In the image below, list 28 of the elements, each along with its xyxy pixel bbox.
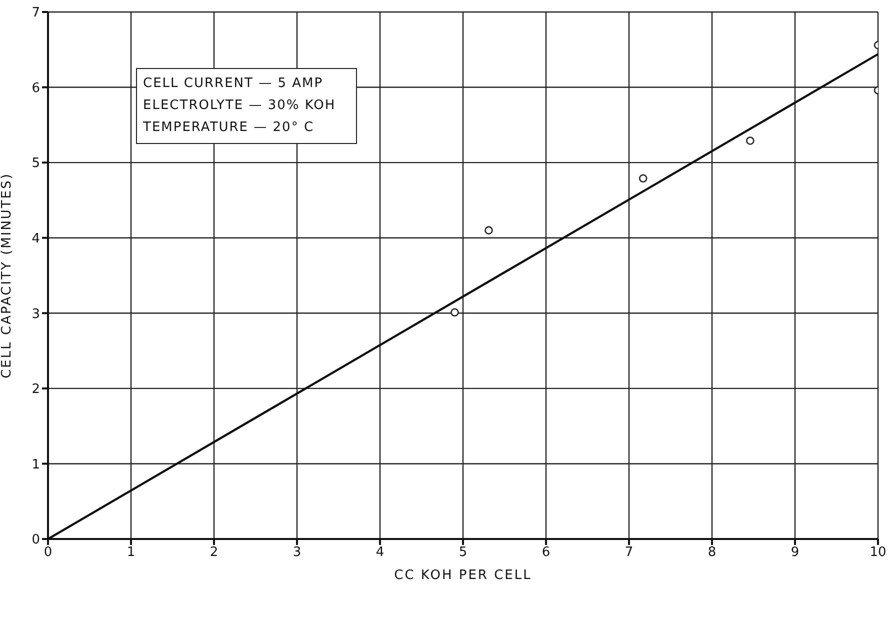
x-tick-label: 9 <box>790 545 800 560</box>
y-tick-label: 7 <box>32 6 40 21</box>
point <box>484 226 493 234</box>
x-tick-label: 0 <box>44 545 52 560</box>
x-tick-label: 3 <box>292 545 302 560</box>
x-tick-label: 8 <box>708 545 716 560</box>
y-tick-label: 0 <box>32 532 40 548</box>
x-tick-label: 10 <box>870 545 886 560</box>
x-tick-label: 6 <box>542 545 550 560</box>
y-tick-label: 1 <box>32 457 40 472</box>
x-tick-label: 2 <box>210 545 218 560</box>
point <box>746 136 754 145</box>
y-axis-title: CELL CAPACITY (MINUTES) <box>0 172 15 378</box>
y-tick-label: 6 <box>32 80 40 96</box>
point <box>638 174 648 183</box>
y-tick-label: 5 <box>32 156 40 172</box>
x-tick-label: 5 <box>458 545 468 560</box>
y-tick-label: 3 <box>32 306 40 322</box>
x-tick-label: 7 <box>624 545 634 560</box>
annotation: TEMPERATURE — 20° C <box>143 119 316 137</box>
y-tick-label: 2 <box>32 382 40 398</box>
annotation: CELL CURRENT — 5 AMP <box>143 75 324 93</box>
x-tick-label: 1 <box>126 545 136 560</box>
point <box>450 308 459 317</box>
annotation: ELECTROLYTE — 30% KOH <box>143 97 336 115</box>
x-axis-title: CC KOH PER CELL <box>394 568 532 583</box>
y-tick-label: 4 <box>32 231 40 246</box>
x-tick-label: 4 <box>376 545 384 560</box>
